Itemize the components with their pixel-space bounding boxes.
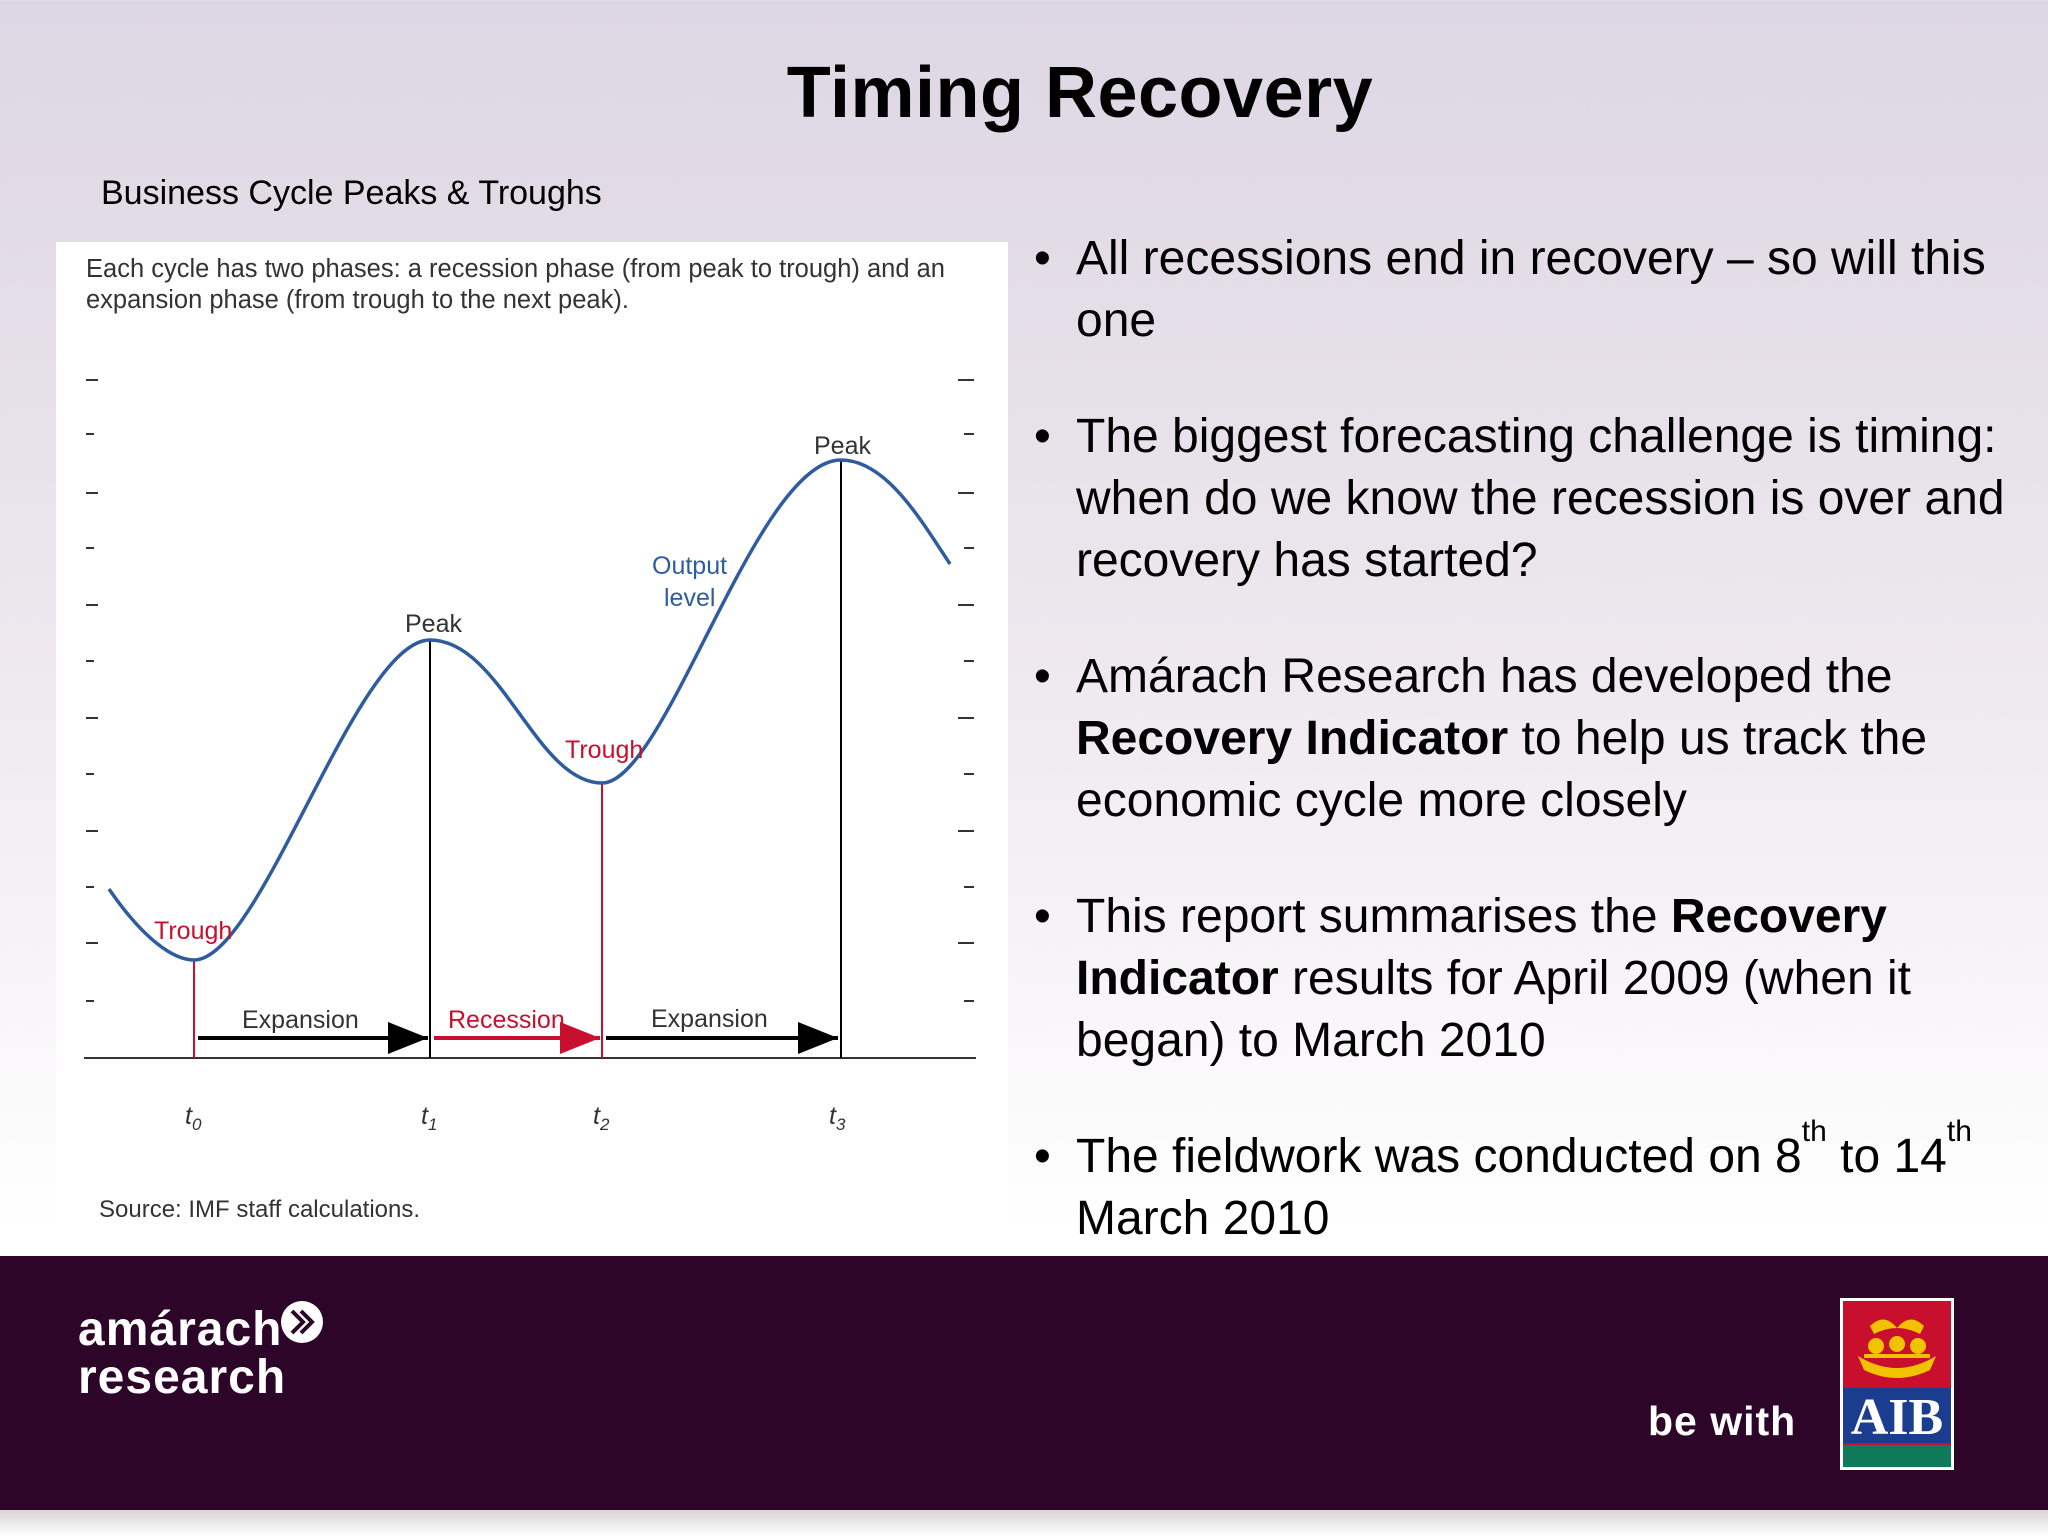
peak-label-2: Peak <box>814 432 871 460</box>
chevron-right-icon <box>281 1301 323 1343</box>
trough-label-2: Trough <box>565 736 643 764</box>
bullet-item: • Amárach Research has developed the Reco… <box>1034 650 1928 827</box>
brand-line-1: amárach <box>78 1303 283 1356</box>
bullet-list: • All recessions end in recovery – so wil… <box>1030 228 2030 1304</box>
expansion-label-1: Expansion <box>242 1006 359 1034</box>
figure-subtitle: Business Cycle Peaks & Troughs <box>101 174 602 212</box>
footer-bar: amárach research be with AIB <box>0 1256 2048 1510</box>
aib-text: AIB <box>1851 1389 1943 1446</box>
figure-source: Source: IMF staff calculations. <box>99 1196 421 1223</box>
business-cycle-diagram: Trough Peak Trough Peak Output level Exp… <box>84 379 976 1134</box>
amarach-research-logo: amárach research <box>78 1301 323 1404</box>
tagline: be with <box>1648 1398 1797 1444</box>
trough-label-1: Trough <box>154 917 232 945</box>
peak-label-1: Peak <box>405 610 462 638</box>
ark-icon <box>1858 1319 1936 1378</box>
business-cycle-figure: Each cycle has two phases: a recession p… <box>56 242 1008 1228</box>
t3-label: t3 <box>829 1102 846 1134</box>
aib-logo: AIB <box>1840 1298 1954 1470</box>
t1-label: t1 <box>421 1102 437 1134</box>
bullet-item: • All recessions end in recovery – so wil… <box>1034 232 1986 347</box>
right-axis-ticks <box>958 379 974 1002</box>
recession-label: Recession <box>448 1006 565 1034</box>
slide-title: Timing Recovery <box>786 53 1374 133</box>
output-level-label-line2: level <box>664 584 715 612</box>
output-level-label-line1: Output <box>652 552 727 580</box>
bullet-item: • The biggest forecasting challenge is ti… <box>1034 410 2005 587</box>
expansion-label-2: Expansion <box>651 1005 768 1033</box>
left-axis-ticks <box>86 379 98 1002</box>
t2-label: t2 <box>593 1102 610 1134</box>
brand-line-2: research <box>78 1351 287 1404</box>
bottom-strip <box>0 1510 2048 1536</box>
t0-label: t0 <box>185 1102 202 1134</box>
bullet-item: • The fieldwork was conducted on 8th to 1… <box>1034 1115 1972 1246</box>
bullet-item: • This report summarises the Recovery Ind… <box>1034 890 1911 1067</box>
output-level-curve <box>107 458 952 962</box>
figure-caption: Each cycle has two phases: a recession p… <box>86 255 945 314</box>
